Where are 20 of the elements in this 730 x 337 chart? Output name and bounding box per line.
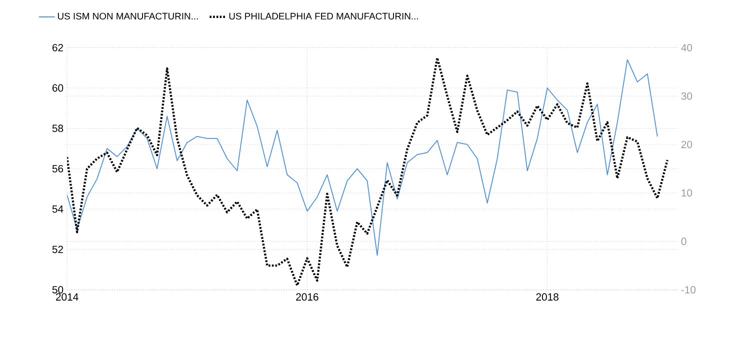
y-tick-label: 50 [52,286,64,294]
y2-tick-label: 10 [682,189,692,196]
legend-label: US ISM NON MANUFACTURIN... [58,12,198,20]
y2-tick-label: 30 [681,92,692,100]
x-tick-label: 2018 [536,293,558,300]
y-tick-label: 52 [52,246,64,253]
line-series [67,59,658,256]
y-tick-label: 56 [52,164,64,172]
x-tick-label: 2016 [296,293,318,300]
legend-label: US PHILADELPHIA FED MANUFACTURIN... [229,12,418,20]
y-tick-label: 60 [52,84,64,92]
y2-tick-label: 0 [681,237,686,245]
line-series [67,56,668,286]
x-tick-label: 2014 [56,293,78,300]
y-tick-label: 58 [52,124,64,132]
y-tick-label: 54 [52,205,64,213]
y-tick-label: 62 [52,44,64,52]
y2-tick-label: -10 [681,286,696,294]
y2-tick-label: 40 [681,44,692,52]
y2-tick-label: 20 [681,140,692,148]
